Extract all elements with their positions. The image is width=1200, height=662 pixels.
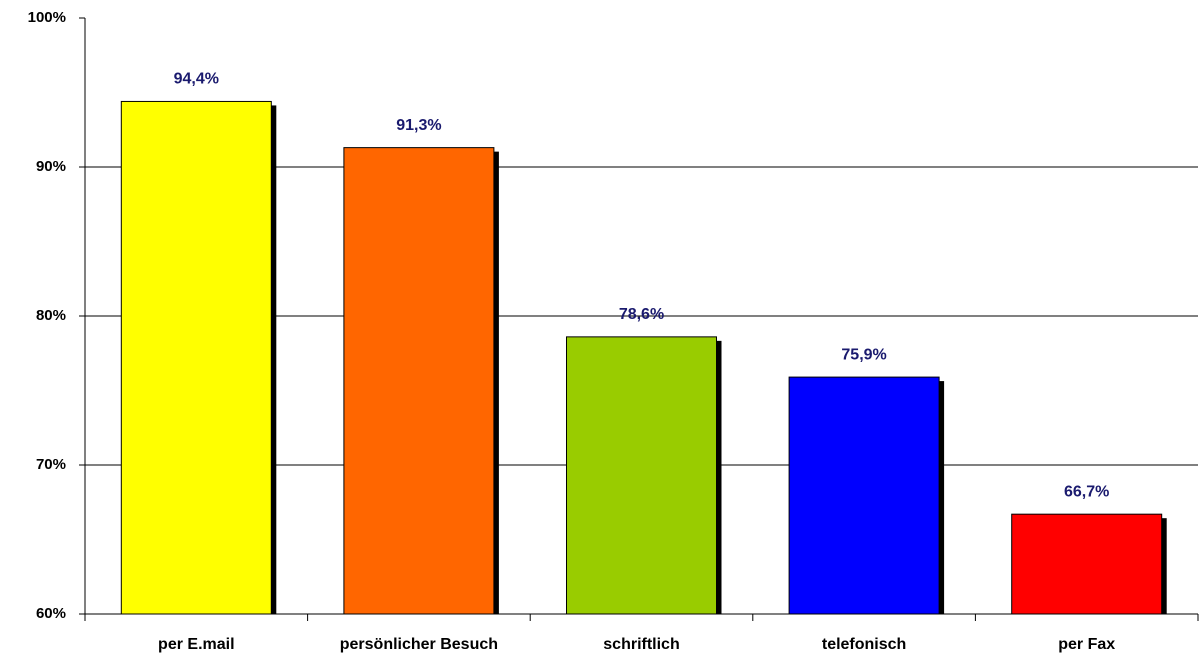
x-tick-label: telefonisch (822, 636, 906, 653)
y-tick-label: 80% (36, 307, 66, 324)
bar (1011, 513, 1163, 615)
y-tick-label: 60% (36, 605, 66, 622)
bar (566, 336, 717, 615)
value-label: 66,7% (1064, 483, 1109, 500)
bar (343, 147, 495, 615)
value-label: 94,4% (174, 71, 219, 88)
y-tick-label: 70% (36, 456, 66, 473)
x-tick-label: schriftlich (603, 636, 679, 653)
y-tick-label: 100% (28, 9, 66, 26)
value-label: 91,3% (396, 117, 441, 134)
bar (120, 100, 272, 615)
y-tick-label: 90% (36, 158, 66, 175)
x-tick-label: per E.mail (158, 636, 234, 653)
bar (788, 376, 940, 615)
x-tick-label: persönlicher Besuch (340, 636, 498, 653)
x-tick-label: per Fax (1058, 636, 1115, 653)
value-label: 75,9% (841, 346, 886, 363)
value-label: 78,6% (619, 306, 664, 323)
